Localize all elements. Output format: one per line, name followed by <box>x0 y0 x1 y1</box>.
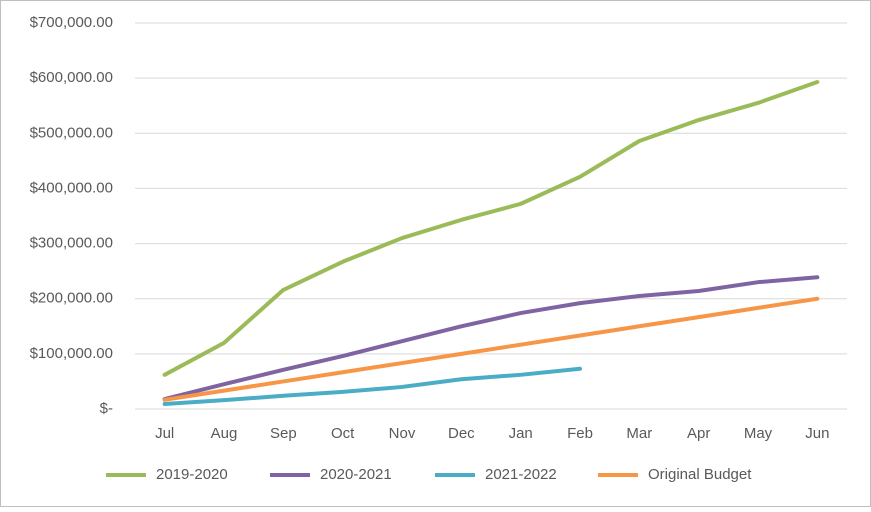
x-tick-label: Aug <box>211 425 238 442</box>
series-line <box>162 80 820 377</box>
x-tick-label: Nov <box>389 425 416 442</box>
x-tick-label: Mar <box>626 425 652 442</box>
x-tick-label: Jan <box>509 425 533 442</box>
x-tick-label: Feb <box>567 425 593 442</box>
x-tick-label: Dec <box>448 425 475 442</box>
y-tick-label: $300,000.00 <box>30 235 113 252</box>
y-tick-label: $- <box>100 400 113 417</box>
series-line <box>162 366 582 407</box>
x-tick-label: Sep <box>270 425 297 442</box>
y-tick-label: $400,000.00 <box>30 179 113 196</box>
x-tick-label: Apr <box>687 425 710 442</box>
y-tick-label: $700,000.00 <box>30 14 113 31</box>
y-tick-label: $200,000.00 <box>30 290 113 307</box>
x-tick-label: Jun <box>805 425 829 442</box>
x-tick-label: May <box>744 425 773 442</box>
legend-label: 2019-2020 <box>156 466 228 483</box>
series-line <box>162 275 820 402</box>
y-tick-label: $500,000.00 <box>30 124 113 141</box>
x-tick-label: Jul <box>155 425 174 442</box>
y-tick-label: $100,000.00 <box>30 345 113 362</box>
legend-label: 2021-2022 <box>485 466 557 483</box>
legend-label: 2020-2021 <box>320 466 392 483</box>
series-line <box>162 296 820 402</box>
x-tick-label: Oct <box>331 425 355 442</box>
legend-label: Original Budget <box>648 466 752 483</box>
y-tick-label: $600,000.00 <box>30 69 113 86</box>
